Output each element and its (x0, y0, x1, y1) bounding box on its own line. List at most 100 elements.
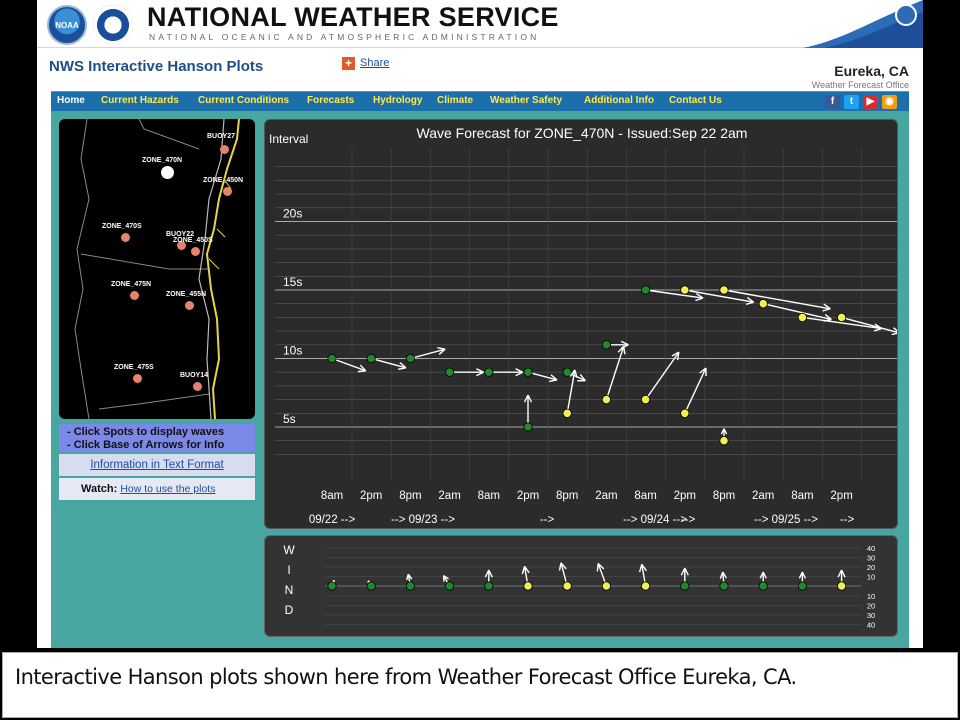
wind-point[interactable] (327, 581, 337, 591)
swell-arrow-shaft (410, 348, 446, 360)
swell-point[interactable] (484, 367, 494, 377)
wind-point[interactable] (640, 581, 651, 591)
x-tick-label: 8pm (399, 490, 421, 502)
swell-point[interactable] (640, 394, 651, 405)
wind-arrow-head (558, 562, 567, 571)
swell-arrow-shaft (566, 369, 576, 414)
zone-spot[interactable] (121, 233, 130, 242)
wind-point[interactable] (523, 581, 533, 591)
swell-arrow (371, 357, 407, 371)
zone-spot[interactable] (133, 374, 142, 383)
swell-point[interactable] (797, 312, 808, 322)
swell-point[interactable] (366, 353, 376, 364)
swell-arrow (763, 303, 832, 322)
wind-point[interactable] (562, 581, 572, 591)
nav-current-hazards[interactable]: Current Hazards (101, 95, 179, 106)
swell-arrow-head (720, 428, 728, 435)
facebook-icon[interactable]: f (825, 95, 840, 109)
swell-point[interactable] (680, 285, 690, 295)
zone-map[interactable]: BUOY27 ZONE_470N ZONE_450N ZONE_470S BUO… (59, 119, 255, 419)
wind-arrow-head (798, 571, 807, 579)
office-name: Eureka, CA (834, 63, 909, 79)
chart-title: Wave Forecast for ZONE_470N - Issued:Sep… (417, 125, 748, 141)
swell-point[interactable] (562, 367, 572, 377)
nav-hydrology[interactable]: Hydrology (373, 95, 423, 106)
y-tick-label: 5s (283, 412, 296, 426)
swell-point[interactable] (562, 408, 572, 418)
nav-contact-us[interactable]: Contact Us (669, 95, 722, 106)
caption-text: Interactive Hanson plots shown here from… (15, 665, 797, 689)
wind-point[interactable] (680, 581, 690, 591)
zone-spot[interactable] (193, 382, 202, 391)
zone-spot[interactable] (223, 187, 232, 196)
share-plus-icon[interactable]: + (342, 57, 355, 70)
nws-logo[interactable] (93, 5, 133, 45)
x-tick-label: 2am (752, 490, 774, 502)
swell-point[interactable] (836, 312, 847, 322)
wind-point[interactable] (758, 581, 768, 591)
wind-chart: W I N D 40 30 20 10 10 20 30 40 (264, 535, 898, 637)
zone-spot[interactable] (185, 301, 194, 310)
wind-tick-label: 40 (867, 544, 875, 553)
swell-point[interactable] (601, 394, 611, 405)
swell-point[interactable] (719, 436, 729, 446)
wind-point[interactable] (366, 581, 376, 591)
nav-home[interactable]: Home (57, 95, 85, 106)
twitter-icon[interactable]: t (844, 95, 859, 109)
swell-point[interactable] (523, 367, 533, 377)
noaa-logo[interactable]: NOAA (47, 5, 87, 45)
swell-point[interactable] (719, 285, 729, 295)
zone-spot[interactable] (130, 291, 139, 300)
youtube-icon[interactable]: ▶ (863, 95, 878, 109)
wind-point[interactable] (445, 581, 455, 591)
browser-page: NOAA NATIONAL WEATHER SERVICE NATIONAL O… (37, 0, 923, 648)
wind-tick-label: 10 (867, 592, 875, 601)
swell-arrow-head (515, 368, 524, 377)
swell-arrow-head (822, 303, 831, 312)
swell-arrow-head (548, 374, 558, 383)
wind-point[interactable] (405, 581, 415, 591)
rss-icon[interactable]: ◉ (882, 95, 897, 109)
swell-point[interactable] (405, 353, 415, 364)
x-tick-label: 8pm (713, 490, 735, 502)
swell-point[interactable] (601, 340, 611, 350)
nav-additional-info[interactable]: Additional Info (584, 95, 654, 106)
swell-point[interactable] (758, 299, 768, 309)
wind-tick-label: 20 (867, 602, 875, 611)
zone-spot[interactable] (191, 247, 200, 256)
nav-weather-safety[interactable]: Weather Safety (490, 95, 563, 106)
wind-point[interactable] (797, 581, 808, 591)
wind-point[interactable] (836, 581, 847, 591)
nav-current-conditions[interactable]: Current Conditions (198, 95, 290, 106)
nav-climate[interactable]: Climate (437, 95, 474, 106)
swell-point[interactable] (445, 367, 455, 377)
swell-arrow-shaft (802, 316, 882, 330)
swell-arrow-shaft (841, 316, 897, 333)
wind-axis-letter: D (285, 603, 294, 617)
site-title: NATIONAL WEATHER SERVICE (147, 2, 559, 32)
swell-point[interactable] (640, 285, 651, 295)
swell-point[interactable] (523, 422, 533, 432)
x-tick-label: 2pm (517, 490, 539, 502)
swell-arrow (410, 346, 446, 360)
wind-point[interactable] (601, 581, 611, 591)
office-subtitle: Weather Forecast Office (811, 80, 909, 90)
swell-point[interactable] (680, 408, 690, 418)
zone-label: ZONE_450S (173, 237, 213, 244)
swell-arrow (527, 371, 558, 383)
text-format-link[interactable]: Information in Text Format (59, 454, 255, 476)
zone-label: ZONE_475S (114, 364, 154, 371)
wind-point[interactable] (719, 581, 729, 591)
zone-spot[interactable] (177, 241, 186, 250)
usa-gov-icon[interactable] (895, 4, 917, 26)
wind-point[interactable] (484, 581, 494, 591)
zone-spot-selected[interactable] (161, 166, 174, 179)
swell-point[interactable] (327, 353, 337, 364)
share-link[interactable]: Share (360, 57, 390, 69)
swell-arrow-shaft (684, 289, 754, 303)
swell-arrow-head (569, 369, 578, 378)
nav-forecasts[interactable]: Forecasts (307, 95, 355, 106)
zone-spot[interactable] (220, 145, 229, 154)
zone-label: ZONE_475N (111, 281, 152, 288)
how-to-link[interactable]: How to use the plots (120, 483, 216, 495)
